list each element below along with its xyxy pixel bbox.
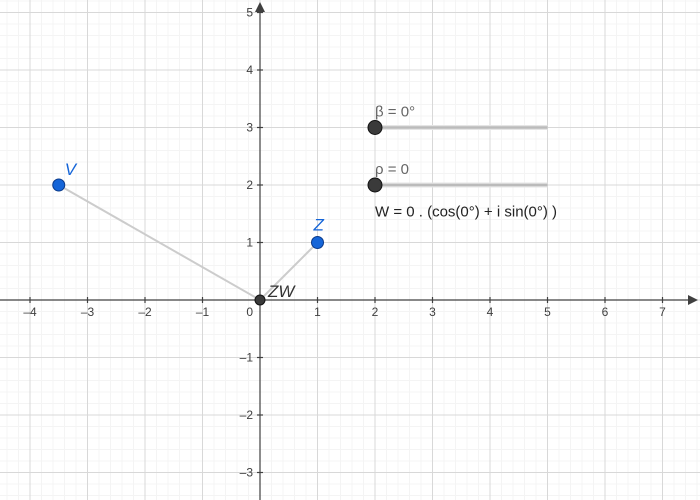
x-tick-label: –2: [138, 305, 152, 319]
formula-text: W = 0 . (cos(0°) + i sin(0°) ): [375, 204, 557, 221]
y-axis-arrow: [255, 2, 265, 12]
x-tick-label: 6: [602, 305, 609, 319]
x-tick-label: –4: [23, 305, 37, 319]
y-tick-label: 3: [246, 121, 253, 135]
x-tick-label: 4: [487, 305, 494, 319]
point-ZW[interactable]: [255, 295, 265, 305]
slider-label-beta: β = 0°: [375, 104, 415, 121]
origin-label: 0: [246, 305, 253, 319]
y-tick-label: –1: [240, 351, 254, 365]
slider-label-rho: ρ = 0: [375, 161, 409, 178]
point-V[interactable]: [53, 179, 65, 191]
x-tick-label: –1: [196, 305, 210, 319]
point-label-ZW: ZW: [267, 282, 296, 301]
x-tick-label: 2: [372, 305, 379, 319]
x-tick-label: 5: [544, 305, 551, 319]
point-label-V: V: [65, 160, 78, 179]
slider-knob-beta[interactable]: [368, 121, 382, 135]
point-Z[interactable]: [312, 237, 324, 249]
y-tick-label: –2: [240, 408, 254, 422]
y-tick-label: 5: [246, 6, 253, 20]
y-tick-label: 4: [246, 63, 253, 77]
point-label-Z: Z: [313, 216, 325, 235]
x-tick-label: 1: [314, 305, 321, 319]
coordinate-plane: –4 –3 –2 –1 1 2 3 4 5 6 7 –3 –2 –1 1 2 3 4 5 0 β = 0° ρ = 0 W …: [0, 0, 700, 500]
x-tick-label: 3: [429, 305, 436, 319]
x-tick-label: 7: [659, 305, 666, 319]
y-tick-label: 2: [246, 178, 253, 192]
y-tick-label: –3: [240, 466, 254, 480]
x-tick-label: –3: [81, 305, 95, 319]
y-tick-label: 1: [246, 236, 253, 250]
slider-knob-rho[interactable]: [368, 178, 382, 192]
